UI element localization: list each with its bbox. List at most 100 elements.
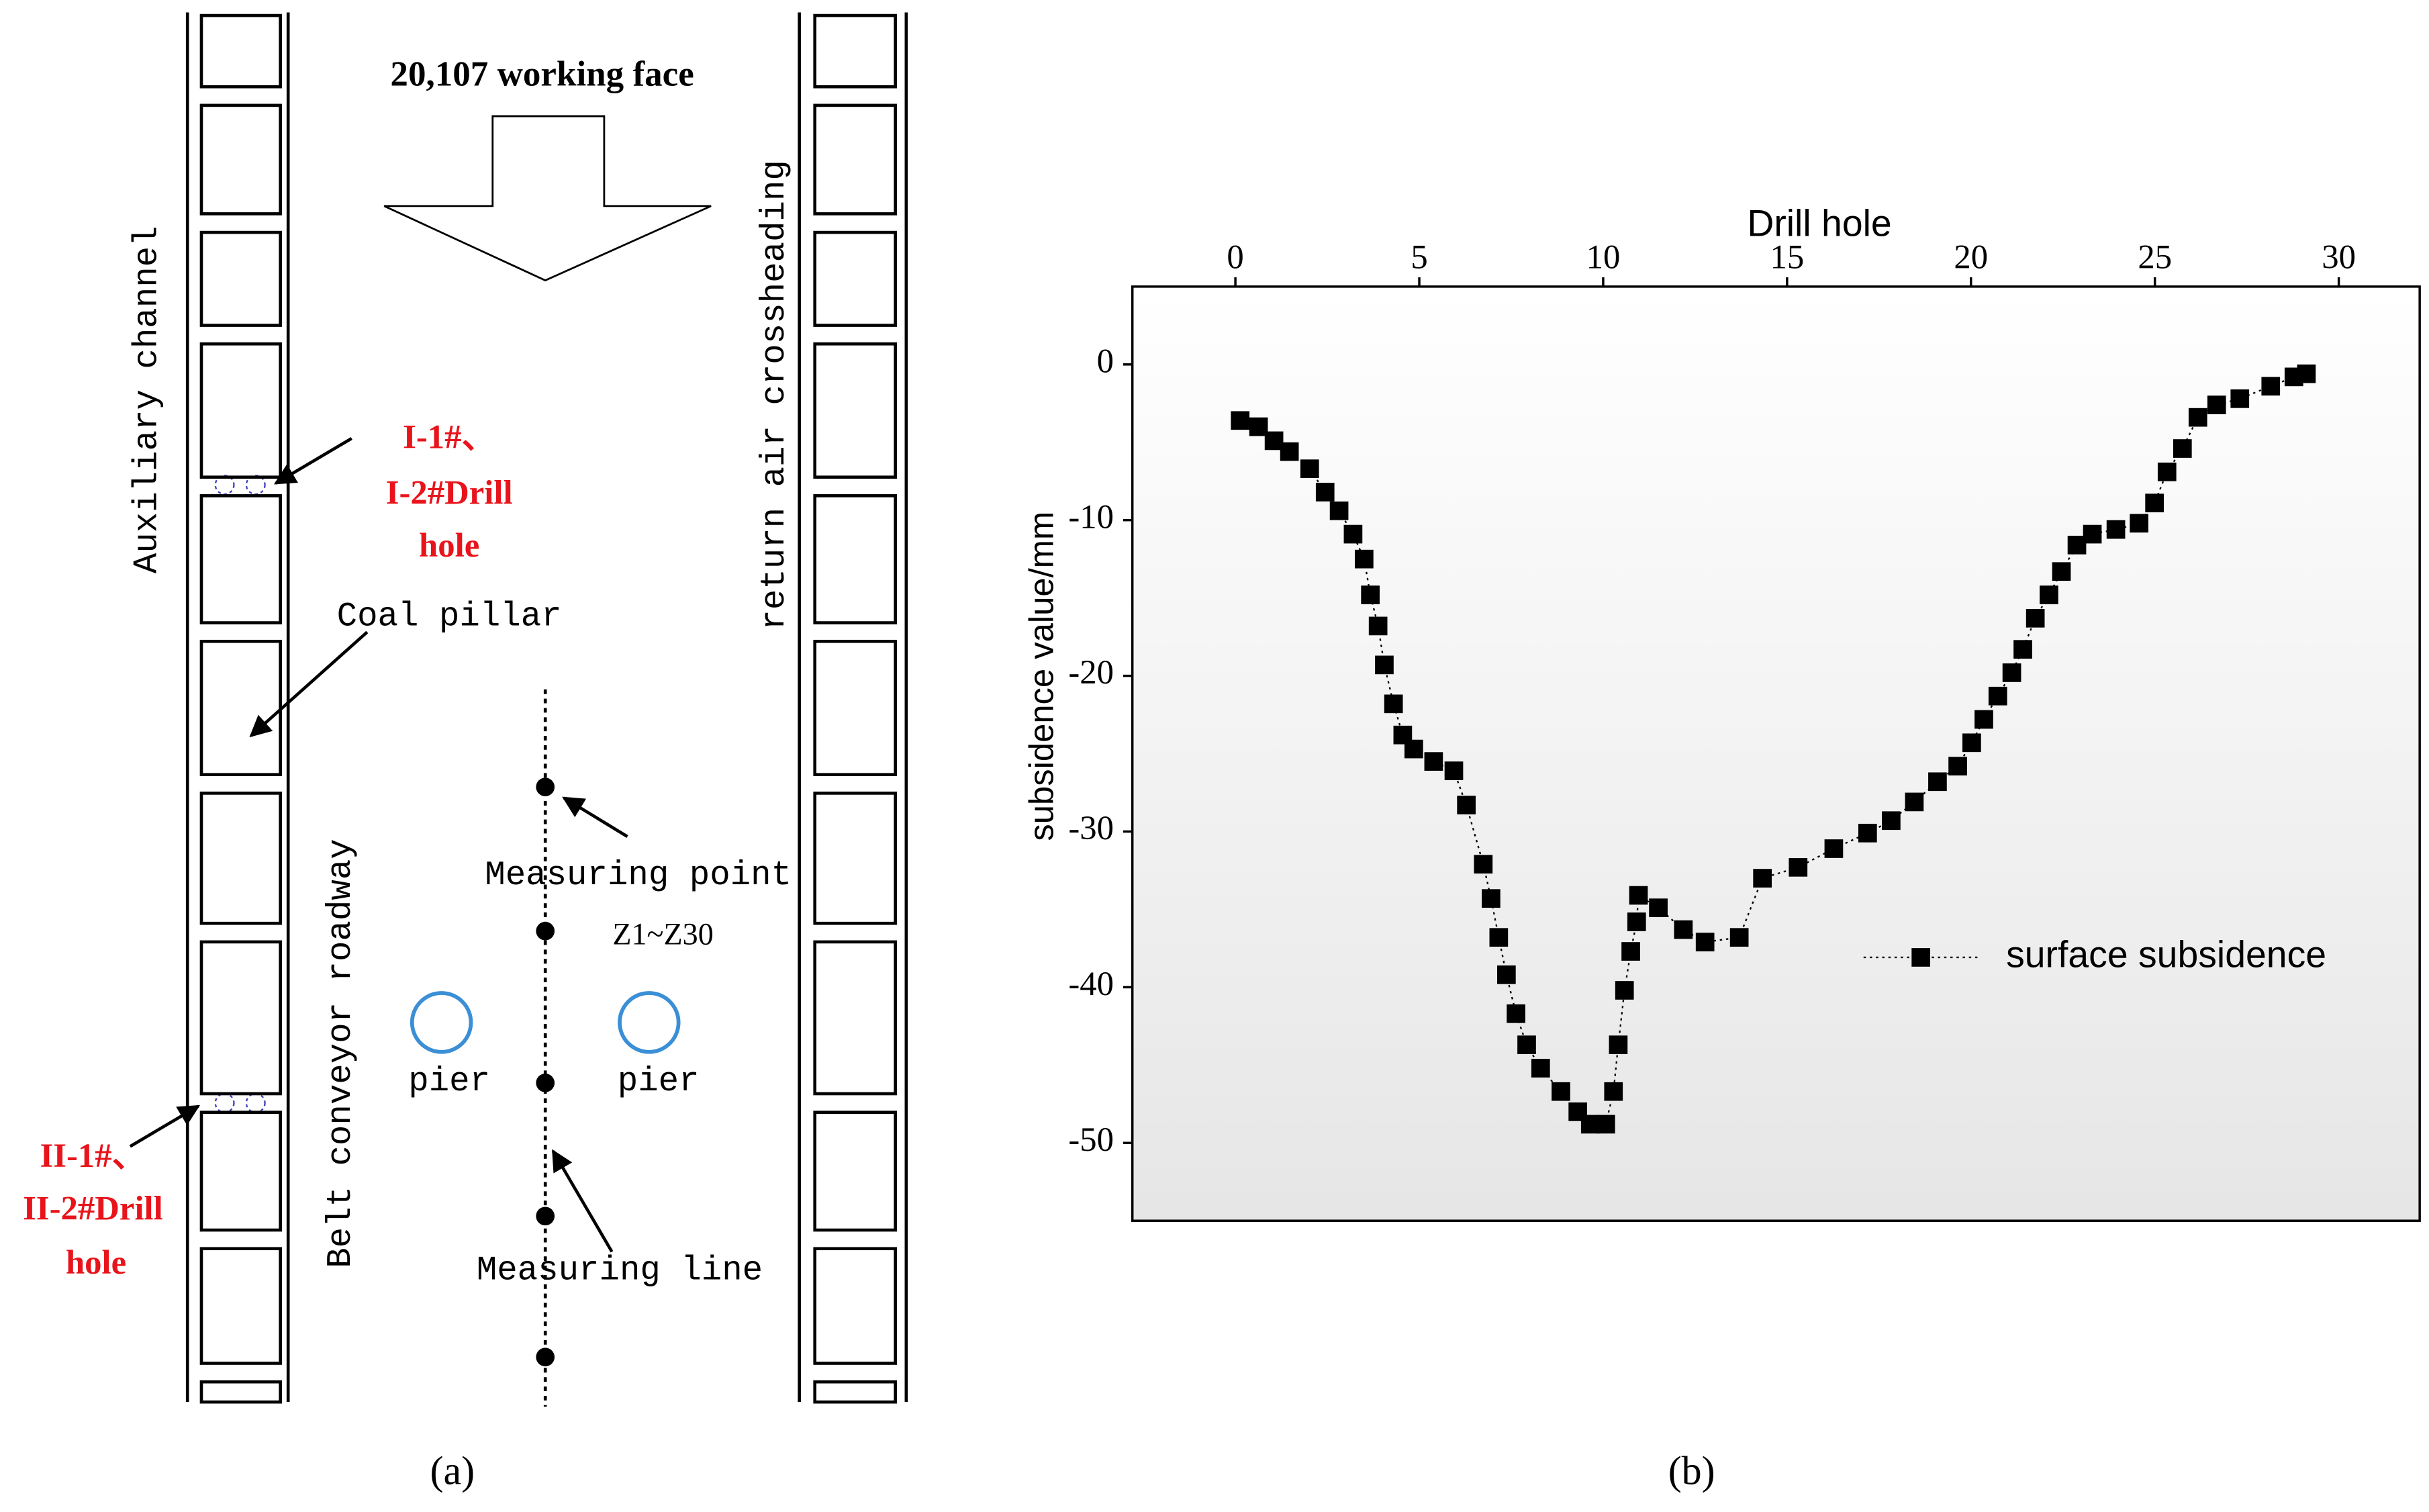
y-tick-label: -20 xyxy=(1068,653,1114,691)
marker xyxy=(1482,889,1501,908)
drill-hole-label: I-1#、 I-2#Drill hole xyxy=(386,418,513,564)
return-air-label: return air crossheading xyxy=(756,160,794,630)
coal-pillar xyxy=(813,230,897,327)
x-tick-label: 25 xyxy=(2138,238,2172,275)
coal-pillar xyxy=(813,494,897,624)
marker xyxy=(1928,772,1947,792)
diagram: 20,107 working face Auxiliary channel re… xyxy=(23,12,908,1493)
marker xyxy=(2261,377,2281,396)
coal-pillar xyxy=(199,639,282,776)
marker xyxy=(2013,640,2032,659)
marker xyxy=(2173,439,2192,458)
marker xyxy=(1609,1035,1628,1055)
line: hole xyxy=(66,1243,126,1281)
marker xyxy=(1948,757,1967,775)
x-tick-label: 0 xyxy=(1227,238,1243,275)
belt-label: Belt conveyor roadway xyxy=(322,839,361,1268)
x-axis-label: Drill hole xyxy=(1747,203,1891,244)
panel-label: (b) xyxy=(1668,1448,1715,1493)
y-tick-label: -40 xyxy=(1068,965,1114,1002)
marker xyxy=(1729,928,1749,947)
marker xyxy=(1384,694,1403,714)
marker xyxy=(1375,655,1394,675)
y-tick-label: 0 xyxy=(1097,342,1114,379)
measuring-point xyxy=(536,777,555,796)
marker xyxy=(1424,752,1443,771)
y-axis-label: subsidence value/mm xyxy=(1022,512,1061,841)
measuring-point xyxy=(536,1207,555,1226)
pier-label: pier xyxy=(618,1063,700,1101)
x-tick-label: 5 xyxy=(1411,238,1427,275)
plot-background xyxy=(1132,286,2420,1221)
drill-hole-label: II-1#、 II-2#Drill hole xyxy=(23,1137,163,1281)
marker xyxy=(1629,886,1648,905)
marker xyxy=(1489,928,1509,947)
coal-pillar xyxy=(199,940,282,1096)
marker xyxy=(2188,408,2207,427)
marker xyxy=(1329,501,1349,520)
marker xyxy=(1962,733,1981,753)
legend-label: surface subsidence xyxy=(2006,934,2326,976)
x-tick-label: 10 xyxy=(1586,238,1621,275)
working-face-label: 20,107 working face xyxy=(390,55,694,94)
marker xyxy=(1300,459,1319,479)
marker xyxy=(1882,811,1901,831)
marker xyxy=(1361,585,1380,604)
marker xyxy=(2157,462,2177,481)
y-tick-label: -50 xyxy=(1068,1121,1114,1158)
coal-pillar xyxy=(199,792,282,925)
coal-pillar xyxy=(813,1247,897,1365)
marker xyxy=(1368,616,1388,636)
marker xyxy=(1604,1082,1623,1101)
marker xyxy=(2052,562,2071,581)
marker xyxy=(1824,839,1844,858)
coal-pillar xyxy=(199,342,282,479)
marker xyxy=(1695,933,1715,951)
marker xyxy=(2083,524,2102,544)
pier xyxy=(410,991,473,1054)
marker xyxy=(1444,761,1464,780)
marker xyxy=(1280,442,1299,461)
marker xyxy=(1552,1082,1570,1101)
marker xyxy=(1517,1035,1536,1055)
panel-label: (a) xyxy=(430,1448,475,1493)
measuring-point xyxy=(536,1348,555,1367)
marker xyxy=(1974,710,1993,729)
marker xyxy=(2207,395,2226,414)
marker xyxy=(1474,855,1493,874)
coal-pillar xyxy=(813,1111,897,1232)
chart: 0 5 10 15 20 25 30 0 -10 -20 -30 -40 -50 Drill hole su… xyxy=(1022,203,2421,1493)
marker xyxy=(1457,796,1476,814)
marker xyxy=(1753,869,1772,888)
x-tick-label: 20 xyxy=(1954,238,1988,275)
marker xyxy=(1649,898,1668,917)
measuring-line-label: Measuring line xyxy=(477,1251,763,1290)
line: hole xyxy=(419,526,479,563)
marker xyxy=(1231,411,1250,430)
pier xyxy=(618,991,681,1054)
coal-pillar xyxy=(199,1380,282,1404)
marker xyxy=(1858,823,1877,843)
line: I-1#、 xyxy=(403,418,495,455)
marker xyxy=(1627,912,1646,931)
marker xyxy=(1343,524,1363,544)
coal-pillar xyxy=(199,1111,282,1232)
marker xyxy=(2040,585,2058,604)
marker xyxy=(1674,920,1693,939)
marker xyxy=(2130,514,2148,533)
marker xyxy=(1905,792,1924,812)
coal-pillar xyxy=(813,342,897,479)
marker xyxy=(2002,663,2021,682)
measuring-point-label: Measuring point xyxy=(485,857,792,895)
coal-pillar xyxy=(199,230,282,327)
measuring-point xyxy=(536,1074,555,1092)
marker xyxy=(1355,549,1374,569)
y-tick-label: -30 xyxy=(1068,809,1114,847)
coal-pillar xyxy=(199,494,282,624)
line: I-2#Drill xyxy=(386,473,513,511)
marker xyxy=(1789,857,1808,877)
marker xyxy=(1315,483,1335,502)
coal-pillar xyxy=(813,639,897,776)
marker xyxy=(2106,520,2126,539)
coal-pillar xyxy=(813,103,897,216)
